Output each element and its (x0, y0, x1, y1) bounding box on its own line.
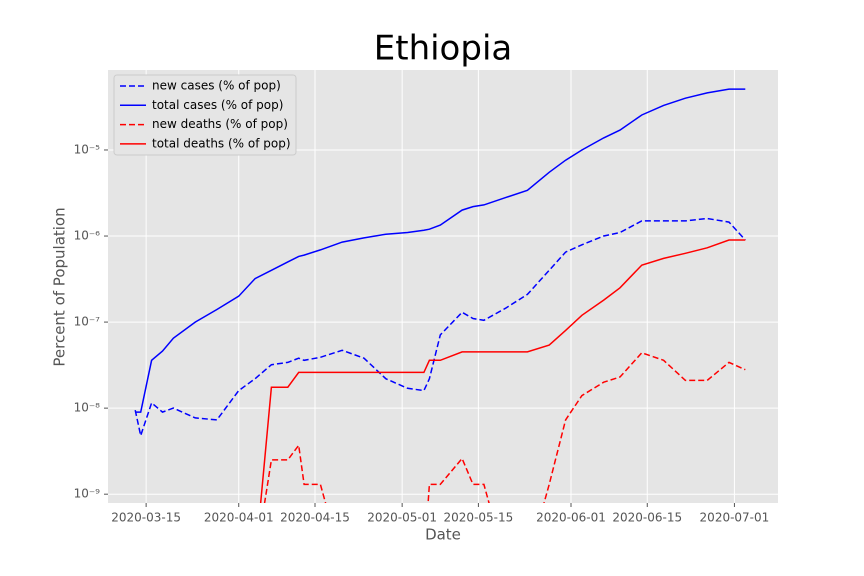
y-tick-label: 10⁻⁶ (74, 229, 101, 243)
x-tick-label: 2020-05-15 (444, 511, 514, 525)
data-line (259, 239, 746, 503)
legend-label: new deaths (% of pop) (152, 117, 288, 131)
y-tick-label: 10⁻⁹ (74, 487, 101, 501)
x-tick-label: 2020-07-01 (700, 511, 770, 525)
y-tick-label: 10⁻⁵ (74, 142, 101, 156)
x-tick-label: 2020-06-15 (612, 511, 682, 525)
legend-label: new cases (% of pop) (152, 79, 281, 93)
y-axis-label: Percent of Population (51, 207, 69, 366)
x-tick-label: 2020-03-15 (111, 511, 181, 525)
x-tick-label: 2020-04-15 (280, 511, 350, 525)
chart-title: Ethiopia (374, 29, 512, 69)
y-tick-label: 10⁻⁷ (74, 315, 101, 329)
x-tick-label: 2020-04-01 (204, 511, 274, 525)
data-line (135, 88, 746, 413)
legend-box (113, 74, 297, 156)
x-axis-label: Date (425, 526, 461, 544)
x-tick-label: 2020-06-01 (536, 511, 606, 525)
y-tick-label: 10⁻⁸ (74, 401, 101, 415)
data-line (263, 351, 746, 503)
legend-label: total deaths (% of pop) (152, 136, 291, 150)
x-tick-label: 2020-05-01 (367, 511, 437, 525)
legend-label: total cases (% of pop) (152, 98, 283, 112)
